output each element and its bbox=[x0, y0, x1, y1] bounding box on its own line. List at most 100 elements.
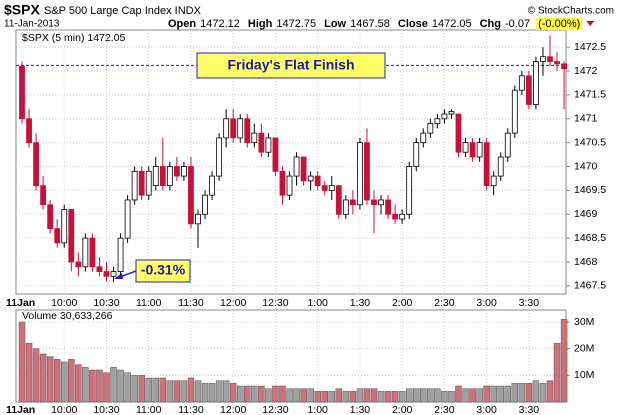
y-tick-label: 1472.5 bbox=[574, 41, 606, 53]
volume-bar bbox=[110, 367, 117, 403]
volume-bar bbox=[244, 385, 251, 403]
candle-body bbox=[497, 156, 504, 177]
candle-body bbox=[349, 199, 356, 206]
volume-bar bbox=[441, 391, 448, 403]
y2-tick-label: 20M bbox=[574, 342, 594, 354]
y-tick-label: 1472 bbox=[574, 65, 598, 77]
volume-bar bbox=[152, 377, 160, 403]
candle-body bbox=[202, 194, 208, 215]
y2-tick-label: 10M bbox=[574, 369, 594, 381]
candle-body bbox=[75, 261, 82, 268]
candle-body bbox=[314, 175, 321, 187]
x-tick-label: 2:00 bbox=[392, 404, 413, 415]
candle-body bbox=[103, 271, 110, 277]
stat-value: 1472.75 bbox=[276, 18, 316, 30]
volume-bar bbox=[483, 385, 490, 403]
stat-label: Low bbox=[324, 18, 346, 30]
x-tick-label: 11:30 bbox=[178, 404, 204, 415]
volume-bar bbox=[272, 385, 279, 403]
candle-body bbox=[166, 166, 173, 187]
volume-bar bbox=[363, 388, 371, 403]
volume-bar bbox=[328, 391, 336, 403]
candle-body bbox=[441, 113, 448, 120]
stat-value: 1472.12 bbox=[200, 18, 240, 30]
candle-body bbox=[342, 199, 349, 215]
candle-body bbox=[547, 56, 553, 62]
volume-bar bbox=[356, 388, 364, 403]
x-tick-label: 11:30 bbox=[178, 297, 204, 309]
candle-body bbox=[159, 166, 166, 187]
volume-bar bbox=[145, 377, 152, 403]
x-tick-label: 3:30 bbox=[519, 404, 540, 415]
candle-body bbox=[251, 132, 258, 144]
candle-body bbox=[117, 237, 124, 272]
volume-bar bbox=[342, 391, 350, 403]
candle-body bbox=[399, 213, 406, 220]
volume-bar bbox=[75, 364, 82, 403]
arrow bbox=[119, 270, 137, 278]
x-tick-label: 11:00 bbox=[136, 404, 162, 415]
y-tick-label: 1468 bbox=[574, 256, 598, 268]
stat-label: High bbox=[248, 18, 273, 30]
candle-body bbox=[244, 118, 251, 144]
candle-body bbox=[216, 137, 223, 177]
stat-label: Open bbox=[168, 18, 196, 30]
candle-body bbox=[525, 75, 532, 105]
x-tick-label: 3:30 bbox=[519, 297, 540, 309]
candle-body bbox=[19, 65, 25, 120]
candle-body bbox=[406, 166, 413, 215]
volume-bar bbox=[124, 372, 131, 403]
x-tick-label: 10:30 bbox=[93, 404, 119, 415]
candle-body bbox=[483, 142, 490, 187]
x-tick-label: 11:00 bbox=[136, 297, 162, 309]
annotation-box bbox=[196, 52, 386, 79]
volume-bar bbox=[420, 388, 427, 403]
candle-body bbox=[307, 175, 314, 182]
candle-body bbox=[230, 118, 237, 139]
x-tick-label: 11Jan bbox=[6, 297, 35, 309]
candle-body bbox=[265, 137, 272, 153]
candle-body bbox=[209, 175, 215, 196]
volume-bar bbox=[166, 380, 174, 403]
candle-body bbox=[279, 170, 286, 196]
candle-body bbox=[378, 199, 384, 206]
x-tick-label: 11Jan bbox=[6, 404, 35, 415]
volume-bar bbox=[68, 359, 75, 403]
volume-bar bbox=[349, 391, 357, 403]
candle-body bbox=[195, 213, 201, 225]
candle-body bbox=[462, 142, 469, 153]
stat-value: 1472.05 bbox=[432, 18, 472, 30]
x-tick-label: 2:30 bbox=[434, 404, 455, 415]
volume-bar bbox=[180, 380, 188, 403]
volume-bar bbox=[187, 377, 195, 403]
volume-bar bbox=[300, 388, 307, 403]
volume-bar bbox=[391, 391, 399, 403]
volume-bar bbox=[236, 385, 244, 403]
x-tick-label: 1:00 bbox=[307, 404, 328, 415]
volume-bar bbox=[455, 385, 462, 403]
y-tick-label: 1467.5 bbox=[574, 280, 606, 292]
candle-body bbox=[145, 170, 152, 196]
volume-bar bbox=[208, 383, 216, 403]
volume-bar bbox=[18, 321, 26, 403]
volume-bar bbox=[525, 383, 533, 403]
x-tick-label: 2:00 bbox=[392, 297, 413, 309]
x-tick-label: 3:00 bbox=[476, 404, 497, 415]
x-tick-label: 12:30 bbox=[262, 297, 288, 309]
candle-body bbox=[223, 118, 230, 139]
candle-body bbox=[476, 142, 483, 158]
volume-bar bbox=[497, 385, 504, 403]
volume-bar bbox=[539, 383, 547, 403]
candle-body bbox=[392, 213, 399, 220]
chart-subtitle: S&P 500 Large Cap Index INDX bbox=[44, 5, 202, 17]
chart-title: $SPX bbox=[4, 2, 40, 18]
volume-bar bbox=[251, 385, 258, 403]
volume-bar bbox=[194, 380, 202, 403]
volume-bar bbox=[384, 391, 392, 403]
chart-date: 11-Jan-2013 bbox=[4, 19, 60, 30]
candle-body bbox=[33, 142, 39, 187]
volume-bar bbox=[307, 388, 314, 403]
candle-body bbox=[152, 166, 159, 187]
volume-bar bbox=[518, 383, 526, 403]
